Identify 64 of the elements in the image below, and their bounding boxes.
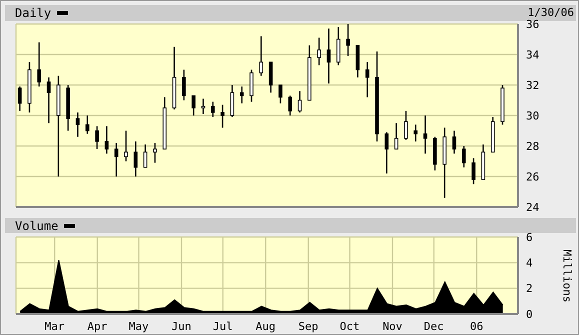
x-tick-label: Mar	[44, 320, 65, 333]
candlestick	[18, 86, 22, 112]
candlestick	[384, 132, 389, 174]
candlestick	[210, 101, 215, 118]
x-tick-label: Dec	[424, 320, 444, 333]
y-tick-label: 4	[526, 256, 533, 270]
candlestick	[37, 42, 42, 88]
y-tick-label: 0	[526, 308, 533, 321]
candlestick	[462, 145, 466, 168]
candlestick	[336, 26, 340, 66]
x-tick-label: Aug	[256, 320, 276, 333]
x-tick-label: Nov	[382, 320, 403, 333]
candlestick	[259, 36, 264, 76]
candlestick	[153, 142, 157, 164]
x-tick-label: Apr	[87, 320, 108, 333]
candlestick	[365, 61, 370, 98]
candlestick	[192, 95, 196, 116]
candlestick	[326, 28, 331, 84]
y-axis-title: Millions	[560, 249, 574, 302]
y-tick-label: 36	[526, 18, 540, 31]
y-tick-label: 28	[526, 140, 540, 153]
candlestick	[278, 84, 282, 104]
candlestick	[414, 124, 418, 142]
x-tick-label: Jun	[172, 320, 192, 333]
candlestick	[201, 98, 206, 115]
candlestick	[472, 158, 476, 185]
candlestick	[298, 90, 302, 114]
candlestick	[230, 84, 234, 118]
candlestick	[317, 37, 321, 66]
chart-title: Daily	[15, 6, 52, 20]
candlestick	[240, 86, 244, 104]
x-tick-label: Sep	[298, 320, 318, 333]
x-tick-label: 06	[470, 320, 484, 333]
x-tick-label: Oct	[340, 320, 360, 333]
candlestick	[423, 114, 428, 154]
y-tick-label: 34	[526, 48, 540, 62]
candlestick	[134, 140, 138, 178]
x-tick-label: Jul	[212, 320, 233, 333]
text: 1/30/06	[528, 6, 574, 20]
candlestick	[76, 112, 80, 138]
candlestick	[85, 114, 90, 134]
candlestick	[143, 144, 148, 168]
y-tick-label: 32	[526, 78, 540, 92]
y-tick-label: 2	[526, 282, 533, 296]
candlestick	[394, 122, 398, 150]
candlestick	[250, 69, 254, 102]
x-tick-label: May	[128, 320, 150, 333]
candlestick	[104, 126, 109, 154]
candlestick	[114, 142, 118, 178]
chart-title: Volume	[15, 218, 58, 232]
candlestick	[268, 61, 273, 94]
y-tick-label: 26	[526, 170, 540, 184]
candlestick	[288, 95, 292, 116]
y-tick-label: 6	[526, 230, 533, 244]
candlestick	[46, 76, 51, 124]
y-tick-label: 24	[526, 200, 540, 214]
y-tick-label: 30	[526, 109, 540, 122]
candlestick	[346, 24, 350, 57]
candlestick	[95, 126, 99, 150]
candlestick	[404, 110, 408, 141]
candlestick	[452, 130, 456, 154]
candlestick	[220, 104, 224, 128]
candlestick	[182, 69, 186, 101]
candlestick	[124, 130, 128, 162]
